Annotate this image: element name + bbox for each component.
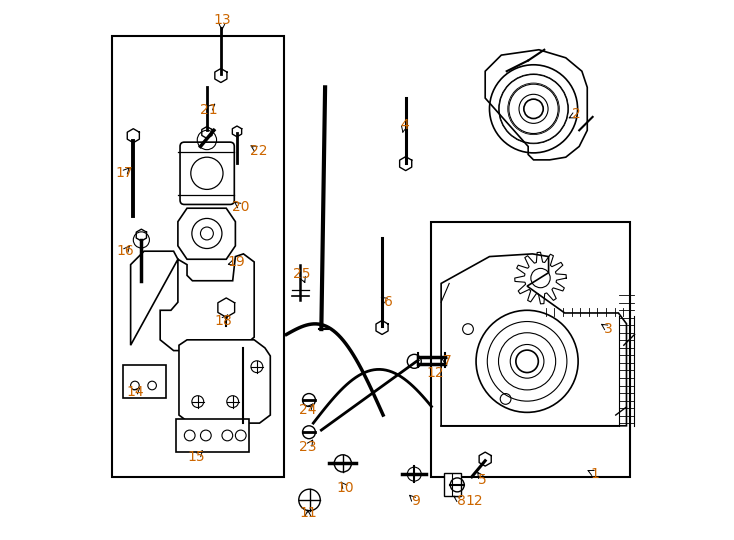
Text: 7: 7	[443, 354, 452, 368]
Text: 15: 15	[188, 450, 206, 464]
Text: 10: 10	[337, 481, 355, 495]
Text: 4: 4	[400, 118, 409, 132]
Text: 11: 11	[299, 506, 317, 520]
Text: 20: 20	[232, 200, 250, 214]
Text: 6: 6	[384, 295, 393, 309]
Text: 9: 9	[411, 494, 420, 508]
Polygon shape	[131, 251, 254, 350]
Polygon shape	[179, 340, 270, 423]
Polygon shape	[178, 208, 236, 259]
Text: 17: 17	[115, 166, 133, 180]
Text: 13: 13	[213, 13, 230, 27]
Text: 21: 21	[200, 103, 217, 117]
FancyBboxPatch shape	[123, 365, 166, 398]
Text: 2: 2	[572, 107, 581, 121]
Text: 5: 5	[478, 472, 487, 487]
Polygon shape	[441, 254, 627, 426]
Text: 18: 18	[214, 314, 232, 328]
Polygon shape	[432, 221, 631, 477]
Text: 23: 23	[299, 440, 316, 454]
Text: 16: 16	[117, 244, 134, 258]
Text: 1: 1	[591, 467, 600, 481]
Text: 3: 3	[604, 322, 613, 336]
FancyBboxPatch shape	[180, 142, 234, 205]
FancyBboxPatch shape	[444, 473, 461, 496]
Text: 8: 8	[457, 494, 465, 508]
Text: 14: 14	[126, 386, 144, 400]
Text: 19: 19	[227, 255, 245, 269]
Polygon shape	[112, 36, 284, 477]
Text: 12: 12	[465, 494, 483, 508]
Text: 22: 22	[250, 144, 268, 158]
Polygon shape	[485, 50, 587, 160]
FancyBboxPatch shape	[176, 419, 250, 451]
Text: 25: 25	[293, 267, 310, 281]
Text: 12: 12	[426, 366, 444, 380]
Text: 24: 24	[299, 403, 316, 417]
